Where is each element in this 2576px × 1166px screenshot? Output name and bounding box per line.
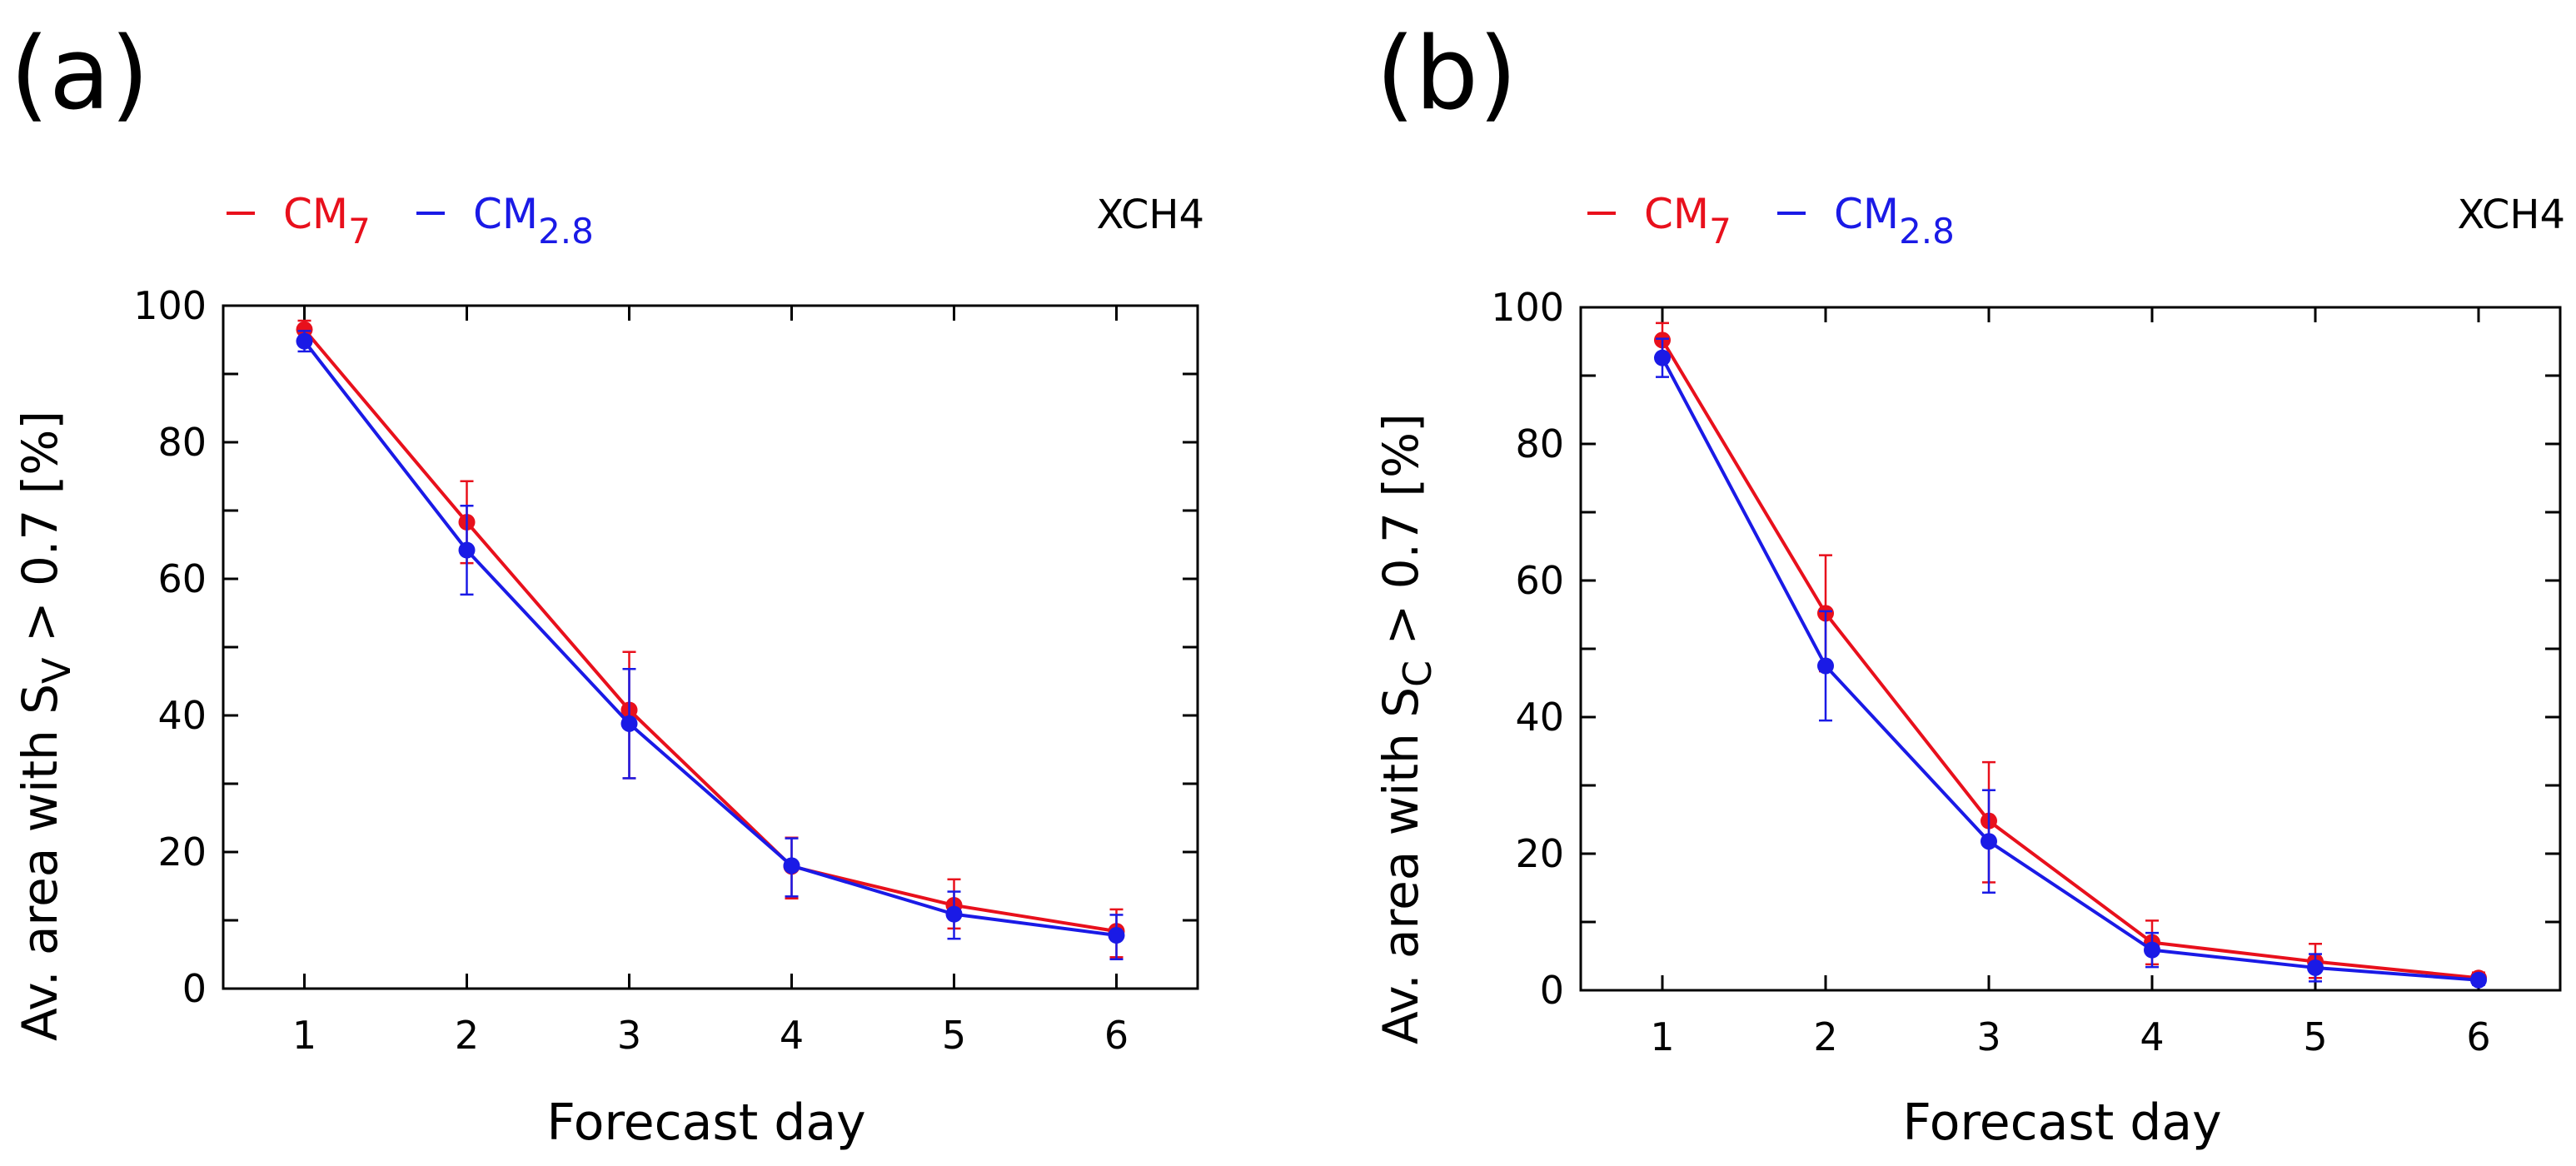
x-tick-label: 1 <box>1650 1014 1674 1059</box>
data-point <box>1108 927 1125 944</box>
variable-label: XCH4 <box>1096 192 1204 238</box>
plot-area: 0 20 40 60 80 100 1 2 3 4 5 6 <box>133 283 1199 1058</box>
legend-label-series-1: CM7 <box>1644 190 1731 252</box>
x-tick-label: 3 <box>1976 1014 2001 1059</box>
series-1 <box>1654 321 2487 987</box>
panel-b: (b) CM7 CM2.8 XCH4 Av. area with SC > 0.… <box>1373 17 2565 1152</box>
panel-a: (a) CM7 CM2.8 XCH4 Av. area with SV > 0.… <box>10 17 1204 1152</box>
panel-label: (a) <box>10 17 149 132</box>
data-point <box>2144 941 2160 959</box>
data-point <box>2470 971 2487 989</box>
y-tick-label: 100 <box>133 283 207 328</box>
legend-label-series-1: CM7 <box>283 190 371 252</box>
series-2 <box>296 330 1125 960</box>
x-axis-label: Forecast day <box>546 1094 865 1152</box>
series-1 <box>296 319 1125 959</box>
data-point <box>458 541 476 559</box>
x-tick-label: 5 <box>2303 1014 2327 1059</box>
series-line <box>1661 356 2479 982</box>
y-tick-label: 100 <box>1491 285 1564 330</box>
data-point <box>1817 657 1834 675</box>
data-point <box>1654 349 1671 366</box>
data-point <box>783 857 800 874</box>
y-axis-label: Av. area with SC > 0.7 [%] <box>1373 413 1440 1044</box>
x-tick-label: 6 <box>1104 1013 1129 1058</box>
data-point <box>296 332 313 350</box>
legend: CM7 CM2.8 <box>1587 190 1955 252</box>
y-tick-label: 80 <box>1515 421 1564 466</box>
series-2 <box>1654 337 2487 989</box>
plot-frame <box>1579 306 2562 992</box>
data-point <box>296 321 313 338</box>
y-tick-label: 0 <box>182 966 207 1011</box>
x-tick-label: 5 <box>942 1013 966 1058</box>
y-tick-label: 60 <box>1515 558 1564 603</box>
x-tick-label: 3 <box>617 1013 641 1058</box>
panel-label: (b) <box>1376 17 1517 132</box>
x-tick-label: 1 <box>292 1013 316 1058</box>
data-point <box>1981 833 1997 850</box>
x-tick-label: 6 <box>2466 1014 2490 1059</box>
plot-area: 0 20 40 60 80 100 1 2 3 4 5 6 <box>1491 285 2562 1059</box>
data-point <box>620 715 638 732</box>
series-line <box>302 328 1117 934</box>
series-line <box>302 340 1117 938</box>
y-tick-label: 0 <box>1540 968 1564 1013</box>
x-tick-label: 4 <box>780 1013 804 1058</box>
x-tick-label: 4 <box>2140 1014 2164 1059</box>
y-tick-label: 20 <box>1515 831 1564 876</box>
data-point <box>2307 959 2324 976</box>
data-point <box>945 905 963 923</box>
x-tick-label: 2 <box>1813 1014 1837 1059</box>
x-tick-label: 2 <box>455 1013 479 1058</box>
legend-label-series-2: CM2.8 <box>1834 190 1955 252</box>
y-tick-label: 40 <box>1515 695 1564 740</box>
x-axis-label: Forecast day <box>1902 1094 2221 1152</box>
series-line <box>1661 339 2479 980</box>
y-axis-label: Av. area with SV > 0.7 [%] <box>12 411 79 1041</box>
variable-label: XCH4 <box>2457 192 2565 238</box>
y-tick-label: 40 <box>157 693 207 738</box>
y-tick-label: 20 <box>157 830 207 874</box>
legend-label-series-2: CM2.8 <box>473 190 594 252</box>
y-tick-label: 60 <box>157 556 207 601</box>
legend: CM7 CM2.8 <box>227 190 594 252</box>
y-tick-label: 80 <box>157 420 207 465</box>
